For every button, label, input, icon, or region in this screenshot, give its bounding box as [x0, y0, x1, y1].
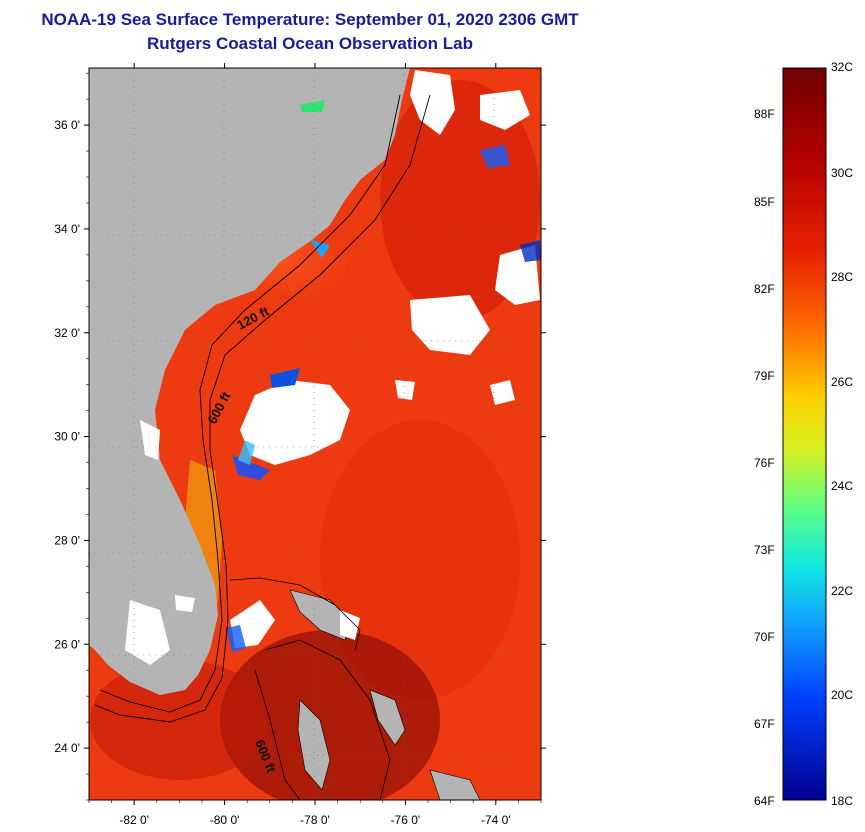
colorbar-fahrenheit-label: 76F — [754, 456, 775, 471]
colorbar — [782, 67, 827, 801]
graticule — [89, 68, 541, 800]
colorbar-fahrenheit-label: 82F — [754, 281, 775, 296]
colorbar-fahrenheit-label: 64F — [754, 794, 775, 808]
lat-tick-label: 24 0' — [54, 741, 80, 755]
map-area — [89, 68, 541, 800]
grand-bahama — [289, 589, 351, 641]
lat-tick-label: 36 0' — [54, 118, 80, 132]
colorbar-celsius-label: 20C — [831, 688, 854, 703]
lat-tick-label: 28 0' — [54, 533, 80, 547]
colorbar-fahrenheit-label: 73F — [754, 543, 775, 558]
andros-island — [297, 699, 331, 791]
lon-tick-label: -80 0' — [210, 813, 240, 827]
map-title: NOAA-19 Sea Surface Temperature: Septemb… — [41, 10, 579, 29]
colorbar-celsius-label: 18C — [831, 794, 854, 808]
lat-tick-label: 30 0' — [54, 430, 80, 444]
axis-ticks: 36 0' 34 0' 32 0' 30 0' 28 0' 26 0' 24 0' -82 0… — [54, 63, 546, 827]
isobath-120ft — [99, 94, 401, 713]
lat-tick-label: 32 0' — [54, 326, 80, 340]
colorbar-celsius-label: 30C — [831, 165, 854, 180]
lon-tick-label: -82 0' — [119, 813, 149, 827]
landmass — [89, 68, 410, 695]
colorbar-celsius-label: 24C — [831, 479, 854, 494]
colorbar-celsius-label: 22C — [831, 583, 854, 598]
colorbar-fahrenheit-label: 88F — [754, 107, 775, 122]
lon-tick-label: -76 0' — [391, 813, 421, 827]
colorbar-celsius-label: 28C — [831, 270, 854, 285]
lon-tick-label: -78 0' — [300, 813, 330, 827]
colorbar-fahrenheit-label: 85F — [754, 194, 775, 209]
lon-tick-label: -74 0' — [481, 813, 511, 827]
lat-tick-label: 26 0' — [54, 637, 80, 651]
bahamas-warm-water — [220, 630, 440, 800]
colorbar-fahrenheit-label: 70F — [754, 630, 775, 645]
colorbar-fahrenheit-label: 79F — [754, 368, 775, 383]
colorbar-celsius-label: 26C — [831, 374, 854, 389]
map-subtitle: Rutgers Coastal Ocean Observation Lab — [147, 34, 473, 53]
cloud-mask — [240, 380, 350, 465]
isobath-600ft — [94, 94, 431, 723]
lat-tick-label: 34 0' — [54, 222, 80, 236]
colorbar-celsius-label: 32C — [831, 60, 854, 74]
colorbar-fahrenheit-label: 67F — [754, 717, 775, 732]
